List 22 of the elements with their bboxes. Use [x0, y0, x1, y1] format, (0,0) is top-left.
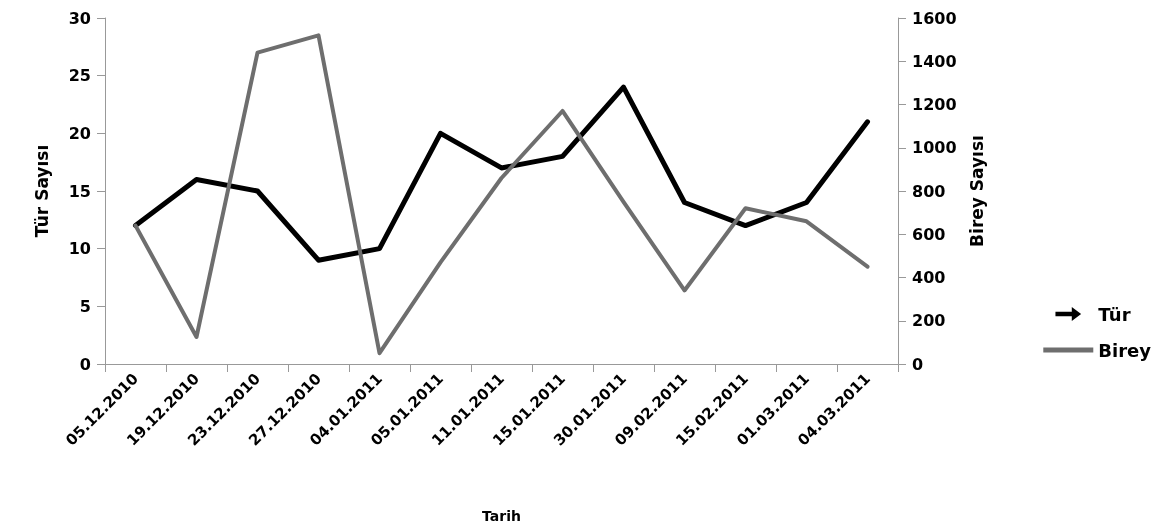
y2-tick-label: 1400	[912, 51, 957, 71]
y2-axis-title: Birey Sayısı	[966, 135, 987, 247]
y2-tick-label: 400	[912, 268, 946, 287]
y2-tick-label: 1000	[912, 138, 957, 158]
y-tick-label: 25	[68, 66, 91, 86]
y2-tick-label: 1600	[912, 8, 957, 28]
y-tick-label: 30	[68, 8, 91, 28]
y-tick-label: 15	[68, 181, 91, 201]
legend-label: Tür	[1098, 303, 1131, 325]
y-tick-label: 5	[79, 296, 91, 316]
y-tick-label: 20	[68, 123, 91, 143]
y-axis-title: Tür Sayısı	[31, 144, 52, 238]
y2-tick-label: 0	[912, 354, 924, 374]
y-tick-label: 10	[68, 239, 91, 259]
y2-tick-label: 200	[912, 311, 946, 331]
y2-tick-label: 600	[912, 224, 946, 244]
y2-tick-label: 1200	[912, 95, 957, 114]
legend-label: Birey	[1098, 339, 1152, 361]
y2-tick-label: 800	[912, 181, 946, 201]
x-axis-title: Tarih	[482, 508, 521, 524]
line-series	[133, 33, 870, 356]
y-tick-label: 0	[79, 354, 91, 374]
